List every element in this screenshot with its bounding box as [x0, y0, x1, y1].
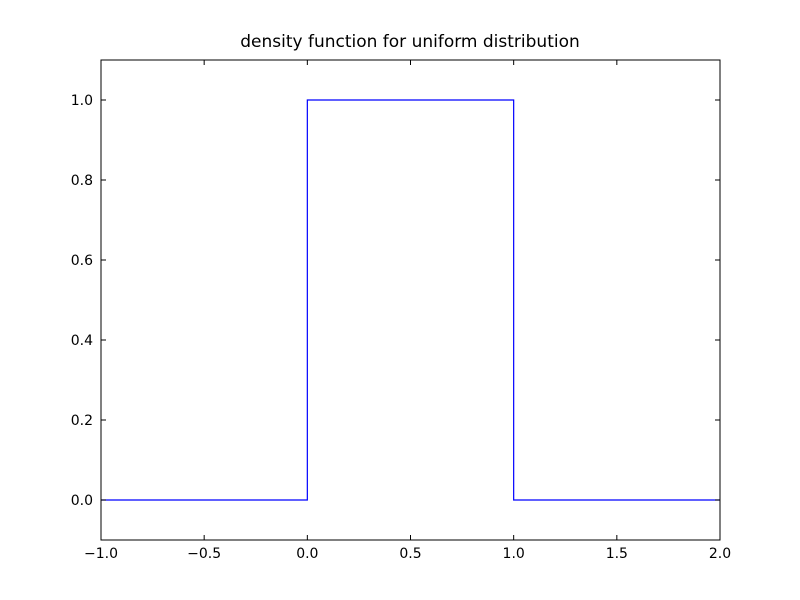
data-line	[101, 99, 720, 501]
x-tick-label: 2.0	[709, 546, 731, 562]
chart-title: density function for uniform distributio…	[240, 32, 580, 52]
y-tick-label: 0.6	[71, 253, 93, 269]
x-tick-label: −0.5	[187, 546, 221, 562]
x-tick-label: 0.0	[296, 546, 318, 562]
y-tick-label: 0.0	[71, 493, 93, 509]
plot-frame	[100, 59, 721, 541]
x-tick-label: 0.5	[399, 546, 421, 562]
y-tick-label: 0.8	[71, 173, 93, 189]
x-tick-label: 1.0	[503, 546, 525, 562]
y-tick-label: 0.4	[71, 333, 93, 349]
x-tick-label: 1.5	[606, 546, 628, 562]
y-tick-label: 1.0	[71, 93, 93, 109]
y-tick-label: 0.2	[71, 413, 93, 429]
x-tick-label: −1.0	[84, 546, 118, 562]
